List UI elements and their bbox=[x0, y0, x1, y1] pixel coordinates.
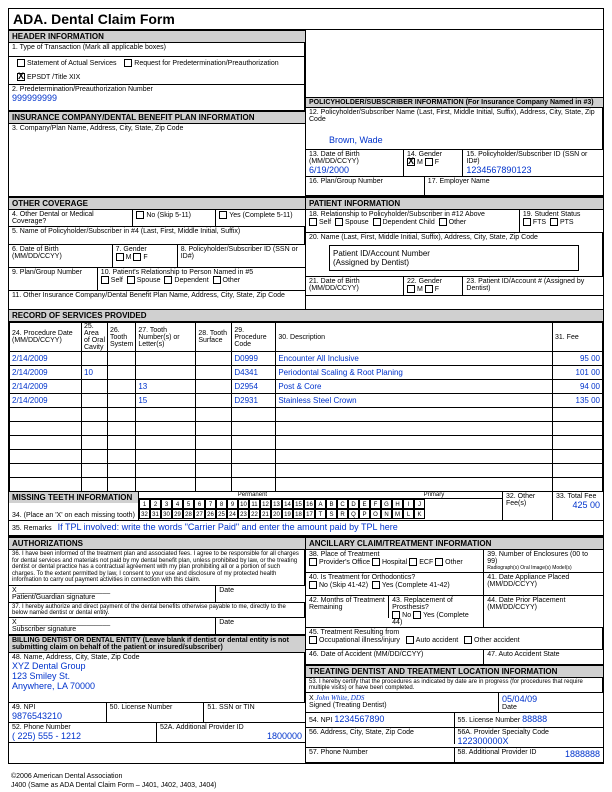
policy-name: Brown, Wade bbox=[309, 123, 599, 145]
footer-copyright: ©2006 American Dental Association bbox=[8, 772, 612, 781]
treat-spec: 122300000X bbox=[458, 736, 509, 746]
auth-hdr: AUTHORIZATIONS bbox=[9, 537, 305, 550]
epsdt-cb[interactable] bbox=[17, 73, 25, 81]
policy-id: 1234567890123 bbox=[466, 165, 600, 175]
treat-date: 05/04/09 bbox=[502, 694, 537, 704]
gender-f-cb[interactable] bbox=[425, 158, 433, 166]
company-lbl: 3. Company/Plan Name, Address, City, Sta… bbox=[12, 125, 183, 132]
bill-npi: 9876543210 bbox=[12, 711, 103, 721]
bill-hdr: BILLING DENTIST OR DENTAL ENTITY (Leave … bbox=[9, 635, 305, 653]
bill-phone: ( 225) 555 - 1212 bbox=[12, 731, 153, 741]
bill-city: Anywhere, LA 70000 bbox=[12, 681, 301, 691]
other-hdr: OTHER COVERAGE bbox=[9, 197, 305, 210]
ins-hdr: INSURANCE COMPANY/DENTAL BENEFIT PLAN IN… bbox=[9, 111, 305, 124]
gender-m-cb[interactable] bbox=[407, 158, 415, 166]
policy-hdr: POLICYHOLDER/SUBSCRIBER INFORMATION (For… bbox=[306, 97, 603, 108]
predet-lbl: 2. Predetermination/Preauthorization Num… bbox=[12, 86, 301, 93]
treat-sig: John White, DDS bbox=[316, 694, 365, 702]
stmt-actual-cb[interactable] bbox=[17, 59, 25, 67]
patient-hdr: PATIENT INFORMATION bbox=[306, 197, 603, 210]
header-info-hdr: HEADER INFORMATION bbox=[9, 30, 305, 43]
policy-dob: 6/19/2000 bbox=[309, 165, 400, 175]
treat-lic: 88888 bbox=[522, 714, 547, 724]
treat-addl: 1888888 bbox=[565, 749, 600, 759]
q12-lbl: 12. Policyholder/Subscriber Name (Last, … bbox=[309, 109, 599, 123]
bill-name: XYZ Dental Group bbox=[12, 661, 301, 671]
bill-provid: 1800000 bbox=[160, 731, 302, 741]
bill-addr: 123 Smiley St. bbox=[12, 671, 301, 681]
req-predet-cb[interactable] bbox=[124, 59, 132, 67]
remarks-text: If TPL involved: write the words "Carrie… bbox=[54, 520, 402, 534]
treat-hdr: TREATING DENTIST AND TREATMENT LOCATION … bbox=[306, 665, 603, 678]
patient-id-callout: Patient ID/Account Number(Assigned by De… bbox=[329, 245, 579, 271]
svc-hdr: RECORD OF SERVICES PROVIDED bbox=[9, 309, 603, 322]
total-fee: 425 00 bbox=[556, 500, 600, 510]
form-title: ADA. Dental Claim Form bbox=[9, 9, 603, 30]
footer-form-no: J400 (Same as ADA Dental Claim Form – J4… bbox=[8, 781, 612, 790]
type-trans-lbl: 1. Type of Transaction (Mark all applica… bbox=[12, 44, 166, 51]
anc-hdr: ANCILLARY CLAIM/TREATMENT INFORMATION bbox=[306, 537, 603, 550]
services-table: 24. Procedure Date (MM/DD/CCYY) 25. Area… bbox=[9, 322, 603, 492]
claim-form: ADA. Dental Claim Form HEADER INFORMATIO… bbox=[8, 8, 604, 764]
predet-val: 999999999 bbox=[12, 93, 301, 103]
treat-npi: 1234567890 bbox=[334, 714, 384, 724]
